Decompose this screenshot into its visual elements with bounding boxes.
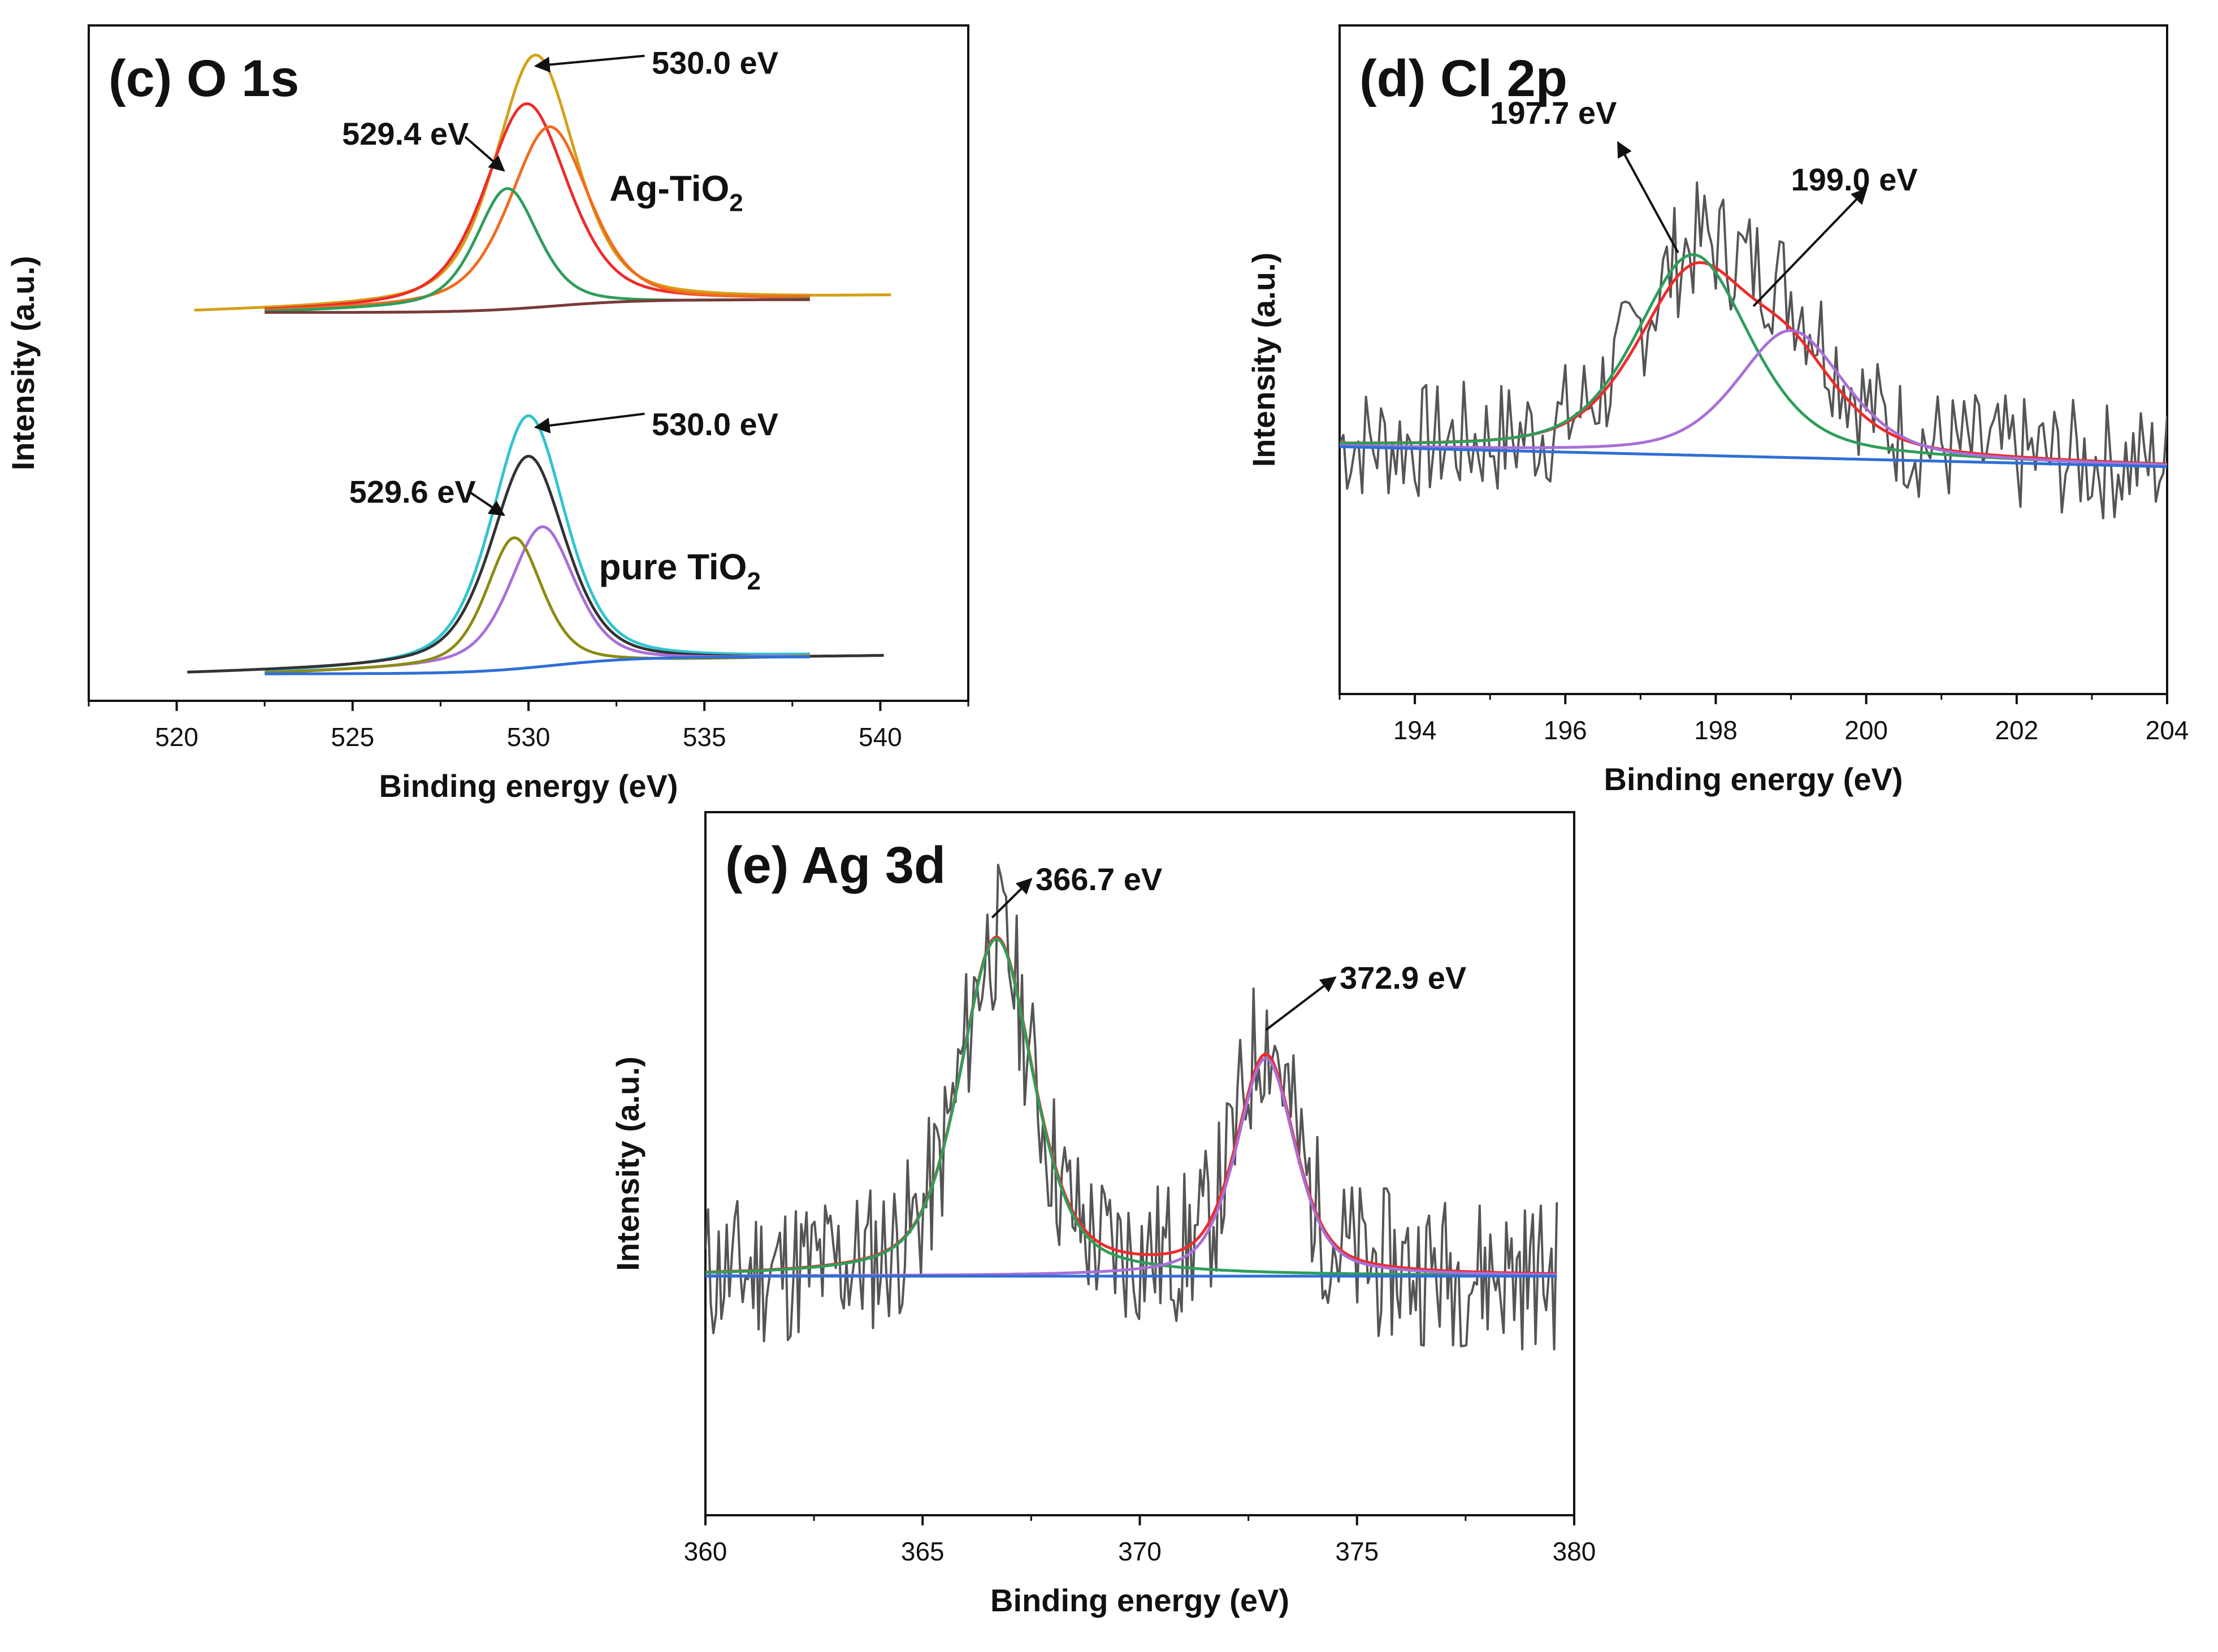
annotation-label: 530.0 eV	[652, 45, 778, 81]
series-ag-tio2-peak-530-6	[265, 125, 810, 312]
x-tick-label: 198	[1694, 716, 1738, 745]
annotation-arrow	[468, 490, 505, 517]
x-tick-label: 375	[1335, 1537, 1379, 1566]
plot-frame	[1338, 24, 2168, 695]
x-tick-label: 360	[684, 1537, 727, 1566]
x-tick-label: 525	[331, 722, 374, 752]
series-peak-366-7	[705, 937, 1557, 1277]
x-axis-label: Binding energy (eV)	[379, 768, 678, 804]
annotation-label: 197.7 eV	[1490, 95, 1617, 131]
panel-e-ag3d: 360 365 370 375 380 Binding energy (eV) Intens…	[610, 811, 1596, 1618]
series-peak-199-0	[1340, 329, 2167, 467]
annotation-label: 529.4 eV	[342, 116, 469, 151]
annotation-label: 366.7 eV	[1036, 861, 1162, 897]
annotation-label: 530.0 eV	[652, 406, 778, 442]
series-pure-tio2-background	[265, 655, 810, 675]
sample-label: pure TiO2	[599, 547, 760, 595]
y-axis-label: Intensity (a.u.)	[1246, 253, 1281, 467]
plot-frame	[704, 811, 1575, 1516]
annotation-arrow	[1752, 188, 1868, 307]
x-tick-label: 200	[1844, 716, 1888, 745]
x-tick-label: 380	[1553, 1537, 1596, 1566]
x-tick-label: 540	[859, 722, 902, 752]
plot-area	[187, 53, 891, 675]
annotation-arrow	[1617, 141, 1679, 254]
plot-frame	[88, 24, 969, 702]
panel-c-o1s: 520 525 530 535 540 Binding energy (eV) Intens…	[5, 24, 969, 804]
x-axis-label: Binding energy (eV)	[1604, 761, 1903, 797]
x-tick-label: 535	[683, 722, 726, 752]
x-tick-label: 365	[901, 1537, 945, 1566]
annotation-label: 372.9 eV	[1340, 960, 1466, 995]
panel-label: (d) Cl 2p	[1359, 50, 1567, 107]
x-axis-label: Binding energy (eV)	[990, 1582, 1289, 1618]
annotation-arrow	[534, 54, 645, 73]
series-raw	[1340, 181, 2167, 519]
y-axis-label: Intensity (a.u.)	[5, 256, 41, 471]
series-pure-tio2-fit-envelope	[187, 454, 884, 674]
plot-area	[705, 864, 1558, 1351]
x-tick-label: 196	[1544, 716, 1587, 745]
annotation-label: 529.6 eV	[349, 474, 476, 510]
panel-d-cl2p: 194 196 198 200 202 204 Binding energy (eV) Int…	[1246, 24, 2189, 797]
series-background	[1340, 445, 2167, 469]
annotation-arrow	[1265, 976, 1337, 1031]
annotation-label: 199.0 eV	[1791, 162, 1918, 197]
annotation-arrow	[464, 136, 505, 172]
plot-area	[1340, 181, 2167, 519]
x-tick-label: 520	[155, 722, 198, 752]
panel-label: (e) Ag 3d	[725, 836, 946, 894]
x-tick-label: 204	[2146, 716, 2189, 745]
annotation-arrow	[534, 413, 645, 433]
sample-label: Ag-TiO2	[609, 168, 743, 217]
y-axis-label: Intensity (a.u.)	[610, 1056, 646, 1271]
series-pure-tio2-raw	[265, 414, 810, 672]
x-tick-label: 202	[1995, 716, 2038, 745]
x-tick-label: 194	[1393, 716, 1437, 745]
annotation-arrow	[991, 878, 1033, 919]
x-tick-label: 530	[507, 722, 551, 752]
x-tick-label: 370	[1118, 1537, 1162, 1566]
series-ag-tio2-background	[265, 298, 810, 314]
panel-label: (c) O 1s	[109, 50, 299, 107]
